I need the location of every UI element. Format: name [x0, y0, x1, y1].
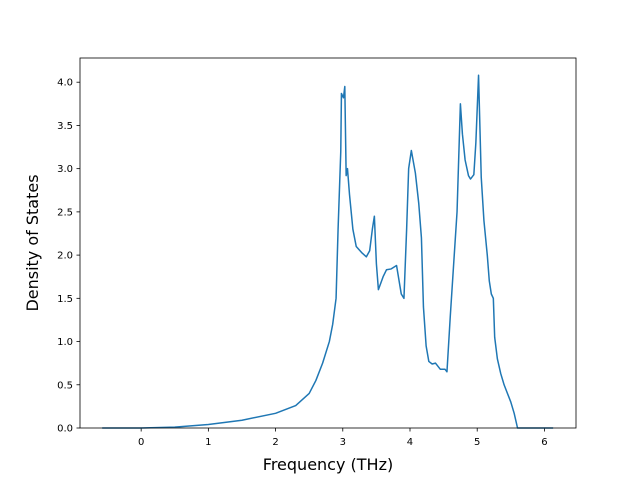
y-tick-label: 3.0 — [57, 164, 73, 175]
y-tick-label: 4.0 — [57, 78, 73, 89]
y-tick-label: 0.0 — [57, 424, 73, 435]
y-tick-label: 2.0 — [57, 251, 73, 262]
x-tick-label: 2 — [272, 437, 278, 448]
y-tick-label: 2.5 — [57, 207, 73, 218]
y-tick-label: 0.5 — [57, 380, 73, 391]
x-axis-label: Frequency (THz) — [263, 455, 393, 474]
x-tick-label: 3 — [340, 437, 346, 448]
data-line — [102, 74, 554, 429]
y-tick-label: 3.5 — [57, 121, 73, 132]
x-tick-label: 1 — [205, 437, 211, 448]
x-tick-label: 6 — [541, 437, 547, 448]
x-tick-label: 5 — [474, 437, 480, 448]
y-axis-label: Density of States — [23, 174, 42, 311]
x-tick-label: 0 — [138, 437, 144, 448]
plot-frame — [79, 57, 577, 429]
x-tick-label: 4 — [407, 437, 413, 448]
y-tick-label: 1.0 — [57, 337, 73, 348]
y-tick-label: 1.5 — [57, 294, 73, 305]
